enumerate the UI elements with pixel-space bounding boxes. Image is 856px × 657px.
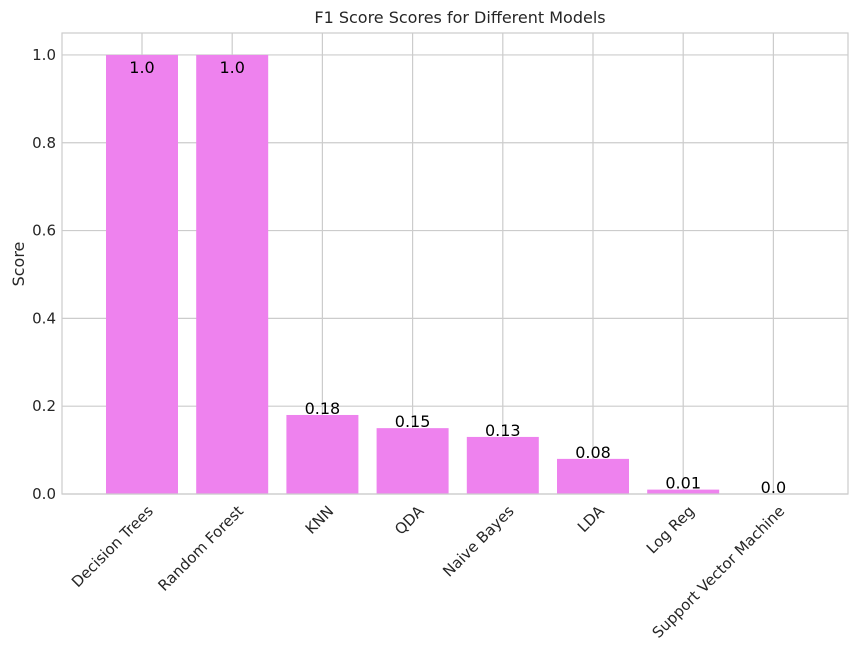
data-label: 1.0: [129, 58, 154, 77]
data-label: 0.08: [575, 443, 611, 462]
data-label: 0.0: [761, 478, 786, 497]
x-tick-label: KNN: [302, 502, 338, 538]
bar: [106, 54, 178, 494]
y-tick-label: 0.0: [32, 485, 56, 503]
x-tick-label: Naive Bayes: [439, 502, 518, 581]
bar: [557, 458, 629, 494]
y-axis-ticks: 0.0 0.2 0.4 0.6 0.8 1.0: [32, 46, 56, 503]
plot-frame: [61, 32, 849, 495]
x-tick-label: QDA: [391, 502, 428, 539]
chart-title: F1 Score Scores for Different Models: [314, 8, 605, 27]
bar: [647, 489, 720, 494]
data-label: 1.0: [219, 58, 244, 77]
y-tick-label: 1.0: [32, 46, 56, 64]
y-tick-label: 0.6: [32, 222, 56, 240]
data-label: 0.18: [305, 399, 341, 418]
y-tick-label: 0.2: [32, 397, 56, 415]
data-label: 0.01: [665, 474, 701, 493]
y-tick-label: 0.8: [32, 134, 56, 152]
y-axis-label: Score: [9, 242, 28, 287]
grid: [62, 33, 848, 495]
bar: [466, 436, 539, 494]
data-labels: 1.0 1.0 0.18 0.15 0.13 0.08 0.01 0.0: [129, 58, 786, 497]
data-label: 0.15: [395, 412, 431, 431]
bar: [196, 54, 269, 494]
x-tick-label: Log Reg: [643, 502, 698, 557]
x-tick-label: Decision Trees: [68, 502, 157, 591]
data-label: 0.13: [485, 421, 521, 440]
bar: [286, 414, 359, 494]
bars: [106, 54, 720, 494]
bar: [376, 428, 449, 494]
y-tick-label: 0.4: [32, 309, 56, 327]
x-tick-label: Random Forest: [154, 502, 247, 595]
x-tick-label: LDA: [574, 502, 608, 536]
